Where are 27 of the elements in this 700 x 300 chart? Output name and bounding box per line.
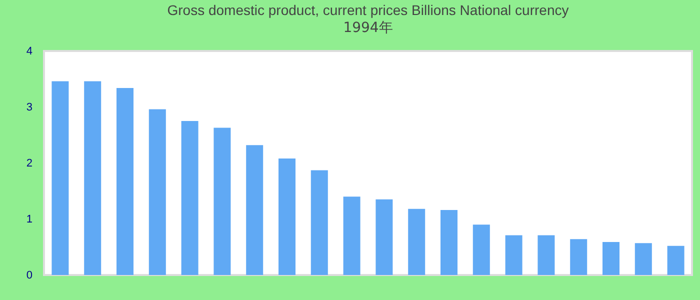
bar xyxy=(376,199,393,275)
bar xyxy=(408,208,426,275)
y-tick-label: 1 xyxy=(26,214,32,226)
bar xyxy=(116,88,134,275)
bar xyxy=(52,81,69,275)
bar xyxy=(148,109,166,275)
bar xyxy=(602,242,620,275)
y-tick-label: 4 xyxy=(26,46,32,58)
bar xyxy=(538,235,555,275)
bar xyxy=(667,246,684,275)
chart-title: Gross domestic product, current prices Billions National currency xyxy=(167,2,569,18)
bar xyxy=(570,239,588,275)
bar xyxy=(84,81,102,275)
bar xyxy=(505,235,522,275)
bar xyxy=(246,145,264,275)
bar xyxy=(472,224,490,275)
bar xyxy=(343,196,360,275)
chart-subtitle: 1994年 xyxy=(343,20,393,36)
bar xyxy=(214,128,231,275)
bar xyxy=(440,210,458,275)
bar xyxy=(310,170,328,275)
y-tick-label: 0 xyxy=(26,270,32,282)
bar xyxy=(181,121,198,275)
bar xyxy=(278,158,296,275)
y-tick-label: 3 xyxy=(26,102,32,114)
bar xyxy=(634,243,652,275)
y-tick-label: 2 xyxy=(26,158,32,170)
